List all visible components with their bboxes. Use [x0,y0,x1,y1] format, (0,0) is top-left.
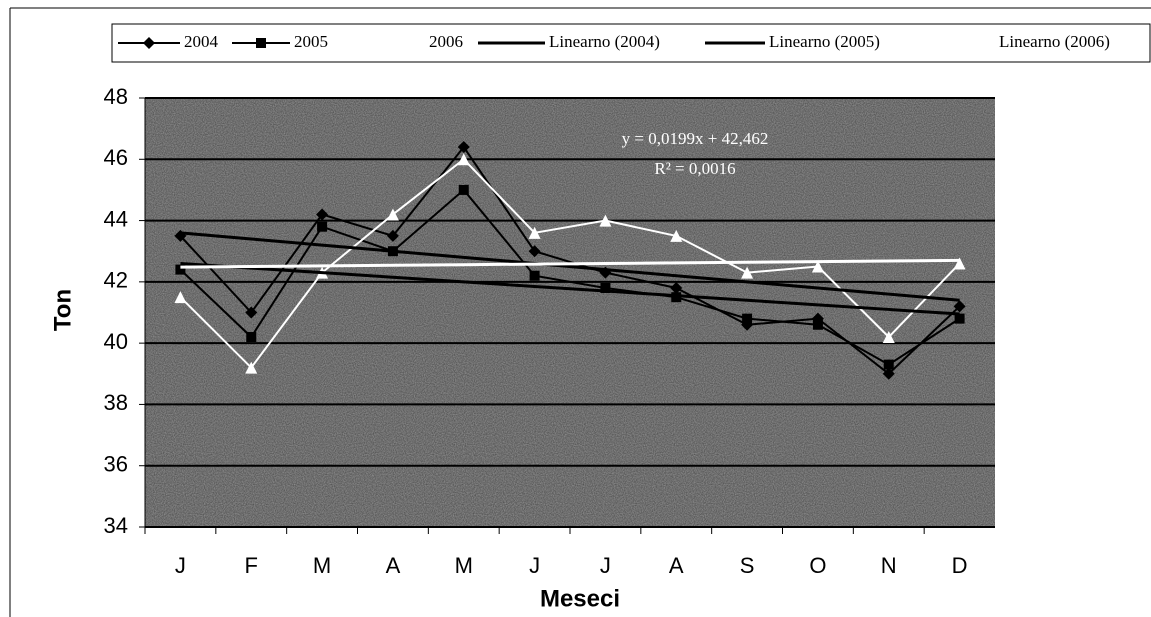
y-tick-label: 36 [104,452,128,477]
legend-label: Linearno (2006) [999,32,1110,51]
y-tick-label: 42 [104,268,128,293]
x-tick-label: F [245,553,258,578]
y-tick-label: 44 [104,206,128,231]
point [811,260,824,273]
point [458,184,469,195]
point [174,291,187,304]
x-tick-label: A [669,553,684,578]
point [528,226,541,239]
annotation: R² = 0,0016 [654,159,735,178]
x-tick-label: J [529,553,540,578]
legend-marker [392,37,405,49]
legend-label: 2006 [429,32,463,51]
point [175,264,186,275]
point [386,229,399,242]
x-axis-label: Meseci [540,585,620,612]
point [317,221,328,232]
point [742,313,753,324]
point [316,208,329,221]
point [670,281,683,294]
x-tick-label: D [952,553,968,578]
point [245,306,258,319]
y-tick-label: 40 [104,329,128,354]
legend-label: 2004 [184,32,219,51]
x-tick-label: J [175,553,186,578]
point [882,367,895,380]
point [671,292,682,303]
legend-marker [256,38,266,48]
x-tick-label: O [809,553,826,578]
point [529,270,540,281]
point [245,361,258,374]
annotation: y = 0,0199x + 42,462 [622,129,769,148]
point [954,313,965,324]
legend-label: Linearno (2005) [769,32,880,51]
y-axis-label: Ton [49,289,76,331]
x-tick-label: S [740,553,755,578]
y-tick-label: 48 [104,84,128,109]
x-tick-label: M [455,553,473,578]
point [883,359,894,370]
point [246,332,257,343]
x-tick-label: M [313,553,331,578]
point [953,257,966,270]
x-tick-label: A [386,553,401,578]
trend-line [180,261,960,316]
series-line [179,157,961,370]
y-tick-label: 34 [104,513,128,538]
point [386,208,399,221]
trend-line [180,258,960,269]
point [741,266,754,279]
point [600,282,611,293]
point [670,229,683,242]
x-tick-label: J [600,553,611,578]
point [953,300,966,313]
series-line [179,145,961,376]
y-tick-label: 46 [104,145,128,170]
point [599,214,612,227]
legend-label: Linearno (2004) [549,32,660,51]
point [812,319,823,330]
trend-line [180,231,960,302]
legend-marker [143,37,155,49]
x-tick-label: N [881,553,897,578]
point [882,331,895,344]
point [528,245,541,258]
y-tick-label: 38 [104,390,128,415]
point [457,141,470,154]
legend-label: 2005 [294,32,328,51]
point [457,153,470,166]
plot-texture [145,98,995,527]
